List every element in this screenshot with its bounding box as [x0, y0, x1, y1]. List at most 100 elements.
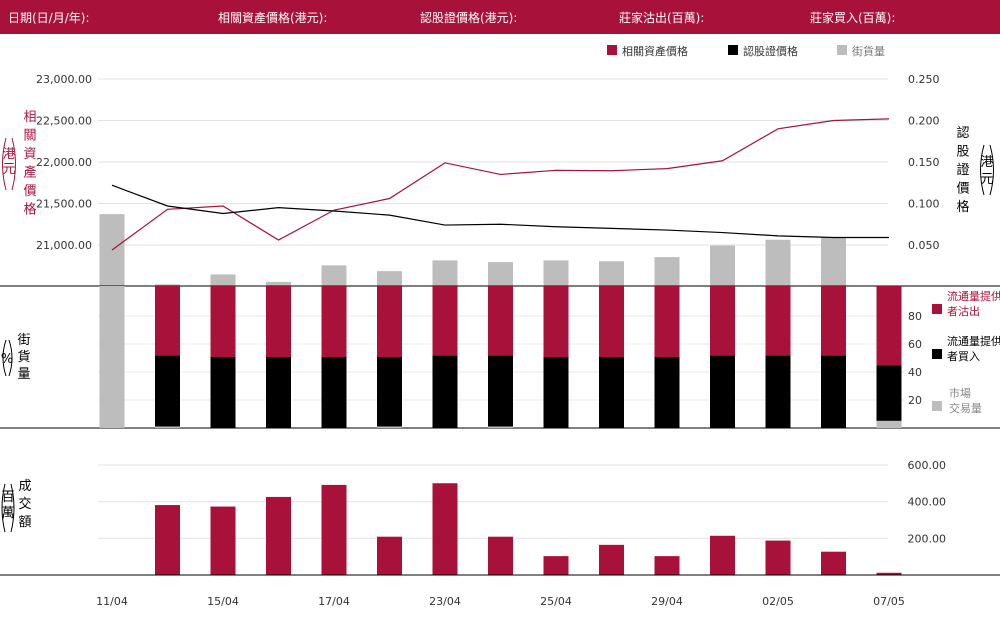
turnover-bar [710, 535, 735, 575]
market-maker-sell-label: 莊家沽出(百萬): [619, 11, 705, 25]
legend-label: 流通量提供 [947, 289, 1000, 303]
date-label: 日期(日/月/年): [8, 11, 90, 25]
underlying-price-line [111, 118, 890, 251]
left-axis-unit-close [11, 137, 16, 191]
y-right-tick-label: 0.150 [908, 156, 940, 169]
lp-buy-bar [710, 355, 735, 428]
lp-sell-bar [321, 286, 347, 357]
y-tick-label: 20 [908, 394, 922, 407]
lp-sell-bar [821, 286, 846, 356]
street-volume-bar [377, 271, 402, 286]
turnover-bar [765, 540, 791, 575]
y-tick-label: 40 [908, 366, 922, 379]
street-volume-bar [99, 214, 125, 286]
y-left-tick-label: 22,500.00 [36, 115, 92, 128]
lp-sell-bar [654, 286, 680, 357]
left-axis-unit-paren-open [2, 137, 7, 191]
street-volume-bar [765, 239, 791, 286]
street-volume-bar [543, 260, 569, 286]
lp-sell-bar [710, 286, 735, 356]
street-volume-bar [210, 274, 236, 286]
legend-label: 者沽出 [947, 304, 980, 318]
x-tick-label: 07/05 [873, 595, 905, 608]
legend-swatch [728, 45, 738, 55]
street-volume-bar [266, 281, 291, 286]
lp-buy-bar [155, 355, 180, 427]
y-tick-label: 60 [908, 338, 922, 351]
street-volume-bar [821, 237, 846, 286]
lp-sell-bar [876, 286, 902, 366]
lp-buy-bar [488, 355, 513, 427]
legend-label: 相關資產價格 [622, 44, 688, 58]
legend-label: 市場 [949, 386, 971, 400]
turnover-bar [821, 551, 846, 575]
legend-swatch [932, 401, 942, 411]
street-volume-bar [155, 284, 180, 286]
legend-label: 認股證價格 [743, 44, 798, 58]
market-volume-bar [876, 420, 902, 428]
turnover-bar [654, 556, 680, 575]
x-tick-label: 23/04 [429, 595, 461, 608]
lp-sell-bar [765, 286, 791, 356]
y-tick-label: 600.00 [908, 459, 947, 472]
lp-buy-bar [210, 357, 236, 428]
turnover-bar [876, 572, 902, 575]
turnover-bar [321, 484, 347, 575]
turnover-bar [432, 483, 458, 575]
underlying-price-label: 相關資產價格(港元): [218, 11, 328, 25]
street-volume-bar [321, 265, 347, 286]
y-left-tick-label: 22,000.00 [36, 156, 92, 169]
legend-swatch [607, 45, 617, 55]
x-tick-label: 29/04 [651, 595, 683, 608]
turnover-bar [210, 506, 236, 575]
lp-sell-bar [155, 286, 180, 356]
bottom-axis-unit-close [10, 483, 15, 533]
y-right-tick-label: 0.100 [908, 198, 940, 211]
warrant-price-line [111, 184, 889, 239]
market-volume-bar [377, 426, 402, 428]
lp-sell-bar [599, 286, 624, 357]
turnover-bar [377, 536, 402, 575]
y-right-tick-label: 0.250 [908, 73, 940, 86]
turnover-bar [599, 544, 624, 575]
x-tick-label: 02/05 [762, 595, 794, 608]
turnover-bar [266, 496, 291, 575]
x-tick-label: 25/04 [540, 595, 572, 608]
lp-buy-bar [765, 355, 791, 428]
y-right-tick-label: 0.200 [908, 115, 940, 128]
lp-sell-bar [377, 286, 402, 357]
bottom-axis-unit: 百萬 [1, 490, 14, 521]
mid-axis-unit-open [2, 339, 7, 377]
bottom-axis-title: 成交額 [18, 479, 31, 530]
legend-label: 流通量提供 [947, 334, 1000, 348]
y-left-tick-label: 23,000.00 [36, 73, 92, 86]
y-left-tick-label: 21,500.00 [36, 198, 92, 211]
lp-buy-bar [876, 365, 902, 421]
warrant-price-label: 認股證價格(港元): [420, 11, 518, 25]
right-axis-unit-open [980, 144, 985, 196]
lp-buy-bar [654, 357, 680, 428]
turnover-bar [543, 556, 569, 575]
street-volume-bar [654, 257, 680, 286]
lp-sell-bar [432, 286, 458, 356]
lp-buy-bar [432, 355, 458, 428]
lp-sell-bar [210, 286, 236, 357]
y-tick-label: 80 [908, 310, 922, 323]
lp-buy-bar [266, 357, 291, 428]
lp-buy-bar [377, 357, 402, 427]
bottom-axis-unit-open [1, 483, 6, 533]
left-axis-unit: 港元 [2, 147, 15, 177]
y-tick-label: 200.00 [908, 532, 947, 545]
turnover-bar [488, 536, 513, 575]
legend-swatch [932, 349, 942, 359]
lp-buy-bar [543, 357, 569, 428]
lp-buy-bar [821, 355, 846, 428]
mid-axis-title: 街貨量 [17, 333, 30, 382]
turnover-bar [155, 505, 180, 575]
market-volume-bar [488, 426, 513, 428]
left-axis-title: 相關資產價格 [23, 110, 36, 218]
market-volume-bar [99, 286, 125, 428]
street-volume-bar [432, 260, 458, 286]
x-tick-label: 11/04 [96, 595, 128, 608]
